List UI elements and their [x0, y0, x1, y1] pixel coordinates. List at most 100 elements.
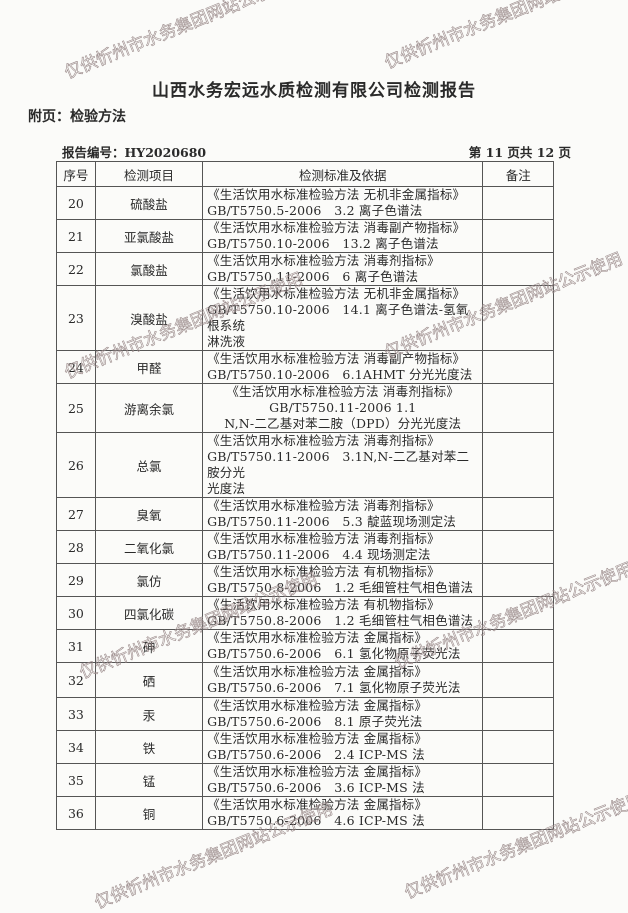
page-number: 第 11 页共 12 页 [468, 145, 571, 160]
header-note: 备注 [482, 161, 554, 187]
standard-line: 《生活饮用水标准检验方法 有机物指标》 [207, 564, 440, 579]
remark [482, 219, 554, 253]
test-standard: 《生活饮用水标准检验方法 有机物指标》 GB/T5750.8-2006 1.2 毛… [202, 596, 484, 630]
standard-line: 《生活饮用水标准检验方法 金属指标》 [207, 797, 428, 812]
test-standard: 《生活饮用水标准检验方法 无机非金属指标》 GB/T5750.10-2006 14… [202, 285, 484, 351]
table-row: 29 氯仿 《生活饮用水标准检验方法 有机物指标》 GB/T5750.8-2006 1… [56, 563, 554, 597]
remark [482, 662, 554, 698]
standard-line: GB/T5750.11-2006 4.4 现场测定法 [207, 547, 431, 562]
table-row: 25 游离余氯 《生活饮用水标准检验方法 消毒剂指标》 GB/T5750.11-200… [56, 383, 554, 433]
test-item: 臭氧 [94, 497, 204, 531]
test-item: 溴酸盐 [94, 285, 204, 351]
header-item: 检测项目 [94, 161, 204, 187]
table-row: 32 硒《生活饮用水标准检验方法 金属指标》 GB/T5750.6-2006 7.1… [56, 662, 554, 698]
standard-line: 光度法 [207, 481, 246, 496]
report-title: 山西水务宏远水质检测有限公司检测报告 [152, 81, 476, 101]
remark [482, 383, 554, 433]
table-row: 30 四氯化碳 《生活饮用水标准检验方法 有机物指标》 GB/T5750.8-2006… [56, 596, 554, 630]
standard-line: 《生活饮用水标准检验方法 无机非金属指标》 [207, 187, 466, 202]
test-item: 铁 [94, 730, 204, 764]
standard-line: GB/T5750.6-2006 7.1 氢化物原子荧光法 [207, 680, 461, 695]
test-standard: 《生活饮用水标准检验方法 金属指标》 GB/T5750.6-2006 6.1 氢化… [202, 629, 484, 663]
standard-line: GB/T5750.6-2006 3.6 ICP-MS 法 [207, 780, 425, 795]
remark [482, 497, 554, 531]
table-row: 33 汞《生活饮用水标准检验方法 金属指标》 GB/T5750.6-2006 8.1… [56, 697, 554, 731]
methods-table: 序号 检测项目 检测标准及依据 备注 20 硫酸盐 《生活饮用水标准检验方法 无机非… [56, 161, 554, 830]
remark [482, 563, 554, 597]
remark [482, 763, 554, 797]
test-item: 汞 [94, 697, 204, 731]
remark [482, 697, 554, 731]
test-standard: 《生活饮用水标准检验方法 消毒副产物指标》 GB/T5750.10-2006 6.… [202, 350, 484, 384]
standard-line: GB/T5750.6-2006 2.4 ICP-MS 法 [207, 747, 425, 762]
row-number: 22 [56, 252, 96, 286]
test-standard: 《生活饮用水标准检验方法 消毒剂指标》 GB/T5750.11-2006 3.1N… [202, 432, 484, 498]
row-number: 32 [56, 662, 96, 698]
remark [482, 596, 554, 630]
standard-line: 《生活饮用水标准检验方法 无机非金属指标》 [207, 286, 466, 301]
row-number: 34 [56, 730, 96, 764]
row-number: 27 [56, 497, 96, 531]
test-standard: 《生活饮用水标准检验方法 消毒剂指标》 GB/T5750.11-2006 6 离子… [202, 252, 484, 286]
row-number: 30 [56, 596, 96, 630]
remark [482, 350, 554, 384]
table-row: 21 亚氯酸盐 《生活饮用水标准检验方法 消毒副产物指标》 GB/T5750.10-2… [56, 219, 554, 253]
standard-line: GB/T5750.6-2006 6.1 氢化物原子荧光法 [207, 646, 461, 661]
test-item: 游离余氯 [94, 383, 204, 433]
standard-line: 《生活饮用水标准检验方法 消毒副产物指标》 [207, 220, 466, 235]
standard-line: GB/T5750.6-2006 4.6 ICP-MS 法 [207, 813, 425, 828]
standard-line: 《生活饮用水标准检验方法 金属指标》 [207, 630, 428, 645]
standard-line: 《生活饮用水标准检验方法 消毒剂指标》 [207, 253, 440, 268]
standard-line: 淋洗液 [207, 334, 246, 349]
remark [482, 285, 554, 351]
row-number: 33 [56, 697, 96, 731]
table-header-row: 序号 检测项目 检测标准及依据 备注 [56, 161, 554, 187]
remark [482, 730, 554, 764]
standard-line: GB/T5750.11-2006 1.1 [269, 400, 417, 415]
test-item: 四氯化碳 [94, 596, 204, 630]
standard-line: GB/T5750.5-2006 3.2 离子色谱法 [207, 203, 423, 218]
test-item: 二氧化氯 [94, 530, 204, 564]
table-row: 22 氯酸盐 《生活饮用水标准检验方法 消毒剂指标》 GB/T5750.11-2006… [56, 252, 554, 286]
test-item: 硫酸盐 [94, 186, 204, 220]
standard-line: 《生活饮用水标准检验方法 金属指标》 [207, 664, 428, 679]
row-number: 24 [56, 350, 96, 384]
standard-line: GB/T5750.8-2006 1.2 毛细管柱气相色谱法 [207, 580, 474, 595]
report-number: 报告编号：HY2020680 [62, 145, 207, 160]
table-row: 35 锰《生活饮用水标准检验方法 金属指标》 GB/T5750.6-2006 3.6… [56, 763, 554, 797]
standard-line: GB/T5750.10-2006 6.1AHMT 分光光度法 [207, 367, 473, 382]
test-item: 氯酸盐 [94, 252, 204, 286]
test-item: 锰 [94, 763, 204, 797]
header-no: 序号 [56, 161, 96, 187]
standard-line: 《生活饮用水标准检验方法 金属指标》 [207, 764, 428, 779]
standard-line: 《生活饮用水标准检验方法 有机物指标》 [207, 597, 440, 612]
test-item: 亚氯酸盐 [94, 219, 204, 253]
table-row: 34 铁《生活饮用水标准检验方法 金属指标》 GB/T5750.6-2006 2.4… [56, 730, 554, 764]
remark [482, 252, 554, 286]
table-row: 23 溴酸盐 《生活饮用水标准检验方法 无机非金属指标》 GB/T5750.10-20… [56, 285, 554, 351]
row-number: 28 [56, 530, 96, 564]
standard-line: 《生活饮用水标准检验方法 消毒剂指标》 [207, 498, 440, 513]
standard-line: 《生活饮用水标准检验方法 消毒剂指标》 [207, 433, 440, 448]
standard-line: 《生活饮用水标准检验方法 消毒剂指标》 [226, 384, 460, 399]
remark [482, 432, 554, 498]
remark [482, 530, 554, 564]
test-standard: 《生活饮用水标准检验方法 消毒剂指标》 GB/T5750.11-2006 5.3 … [202, 497, 484, 531]
standard-line: GB/T5750.11-2006 3.1N,N-二乙基对苯二胺分光 [207, 449, 470, 480]
table-row: 31 砷《生活饮用水标准检验方法 金属指标》 GB/T5750.6-2006 6.1… [56, 629, 554, 663]
watermark-text: 仅供忻州市水务集团网站公示使用 [61, 0, 307, 84]
test-standard: 《生活饮用水标准检验方法 消毒剂指标》 GB/T5750.11-2006 1.1 N… [202, 383, 484, 433]
watermark-text: 仅供忻州市水务集团网站公示使用 [381, 0, 627, 74]
remark [482, 629, 554, 663]
row-number: 35 [56, 763, 96, 797]
standard-line: 《生活饮用水标准检验方法 金属指标》 [207, 731, 428, 746]
test-item: 甲醛 [94, 350, 204, 384]
row-number: 29 [56, 563, 96, 597]
row-number: 25 [56, 383, 96, 433]
test-item: 铜 [94, 796, 204, 830]
remark [482, 186, 554, 220]
standard-line: N,N-二乙基对苯二胺（DPD）分光光度法 [224, 416, 462, 431]
test-standard: 《生活饮用水标准检验方法 无机非金属指标》 GB/T5750.5-2006 3.2… [202, 186, 484, 220]
table-row: 24 甲醛 《生活饮用水标准检验方法 消毒副产物指标》 GB/T5750.10-200… [56, 350, 554, 384]
row-number: 20 [56, 186, 96, 220]
